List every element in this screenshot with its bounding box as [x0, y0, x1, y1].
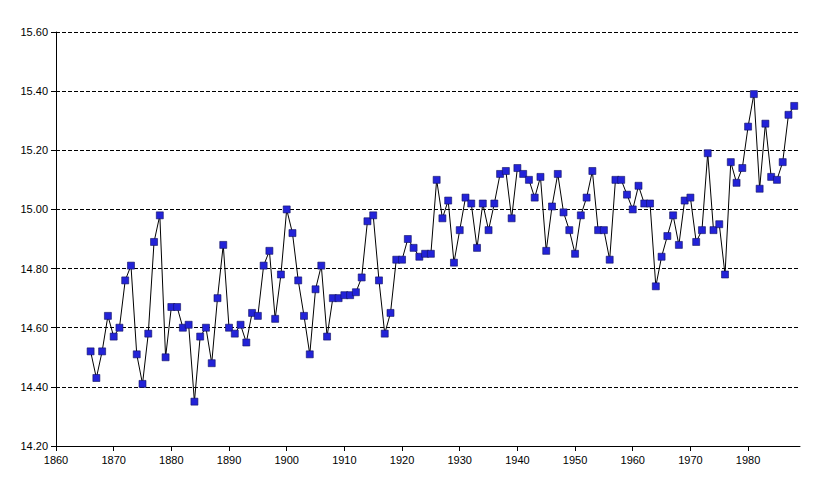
- svg-text:1880: 1880: [159, 454, 183, 466]
- svg-text:1980: 1980: [736, 454, 760, 466]
- svg-text:14.20: 14.20: [20, 440, 48, 452]
- svg-text:15.40: 15.40: [20, 85, 48, 97]
- svg-text:1900: 1900: [274, 454, 298, 466]
- svg-text:15.20: 15.20: [20, 144, 48, 156]
- svg-text:1910: 1910: [332, 454, 356, 466]
- svg-text:1960: 1960: [621, 454, 645, 466]
- svg-text:1870: 1870: [101, 454, 125, 466]
- svg-text:15.00: 15.00: [20, 203, 48, 215]
- svg-text:14.60: 14.60: [20, 322, 48, 334]
- svg-text:1860: 1860: [44, 454, 68, 466]
- svg-text:1940: 1940: [505, 454, 529, 466]
- svg-text:1950: 1950: [563, 454, 587, 466]
- svg-text:14.40: 14.40: [20, 381, 48, 393]
- svg-text:1930: 1930: [447, 454, 471, 466]
- svg-text:15.60: 15.60: [20, 26, 48, 38]
- svg-text:14.80: 14.80: [20, 263, 48, 275]
- svg-text:1920: 1920: [390, 454, 414, 466]
- svg-text:1970: 1970: [678, 454, 702, 466]
- svg-text:1890: 1890: [217, 454, 241, 466]
